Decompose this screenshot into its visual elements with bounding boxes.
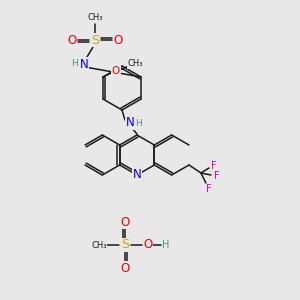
Text: O: O [143, 238, 153, 251]
Text: N: N [133, 169, 141, 182]
Text: F: F [206, 184, 212, 194]
Text: F: F [211, 161, 217, 171]
Text: CH₃: CH₃ [87, 14, 103, 22]
Text: O: O [120, 215, 130, 229]
Text: N: N [80, 58, 88, 70]
Text: CH₃: CH₃ [91, 241, 107, 250]
Text: O: O [112, 66, 120, 76]
Text: CH₃: CH₃ [127, 59, 143, 68]
Text: H: H [162, 240, 170, 250]
Text: F: F [214, 171, 220, 181]
Text: H: H [70, 59, 77, 68]
Text: O: O [113, 34, 123, 46]
Text: N: N [126, 116, 134, 130]
Text: O: O [120, 262, 130, 275]
Text: O: O [68, 34, 76, 46]
Text: S: S [121, 238, 129, 251]
Text: H: H [136, 118, 142, 127]
Text: S: S [91, 34, 99, 46]
